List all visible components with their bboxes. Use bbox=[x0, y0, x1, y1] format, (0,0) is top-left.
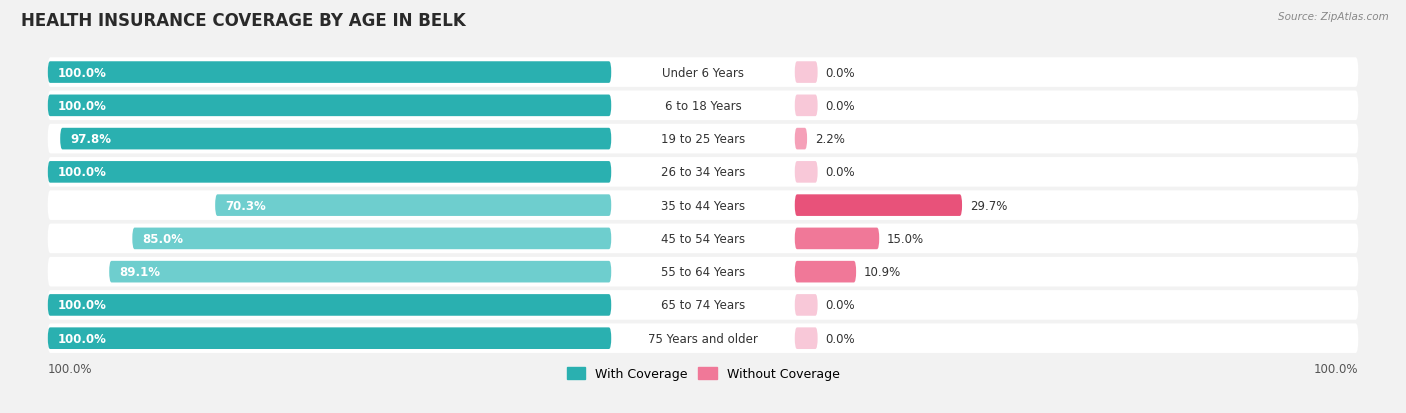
Text: 19 to 25 Years: 19 to 25 Years bbox=[661, 133, 745, 146]
Text: 10.9%: 10.9% bbox=[865, 266, 901, 278]
Text: 2.2%: 2.2% bbox=[815, 133, 845, 146]
FancyBboxPatch shape bbox=[794, 62, 818, 84]
Text: 0.0%: 0.0% bbox=[825, 299, 855, 312]
Text: 100.0%: 100.0% bbox=[48, 362, 93, 375]
Legend: With Coverage, Without Coverage: With Coverage, Without Coverage bbox=[561, 363, 845, 385]
Text: 35 to 44 Years: 35 to 44 Years bbox=[661, 199, 745, 212]
FancyBboxPatch shape bbox=[215, 195, 612, 216]
FancyBboxPatch shape bbox=[110, 261, 612, 283]
FancyBboxPatch shape bbox=[48, 324, 1358, 353]
FancyBboxPatch shape bbox=[48, 62, 612, 84]
Text: 29.7%: 29.7% bbox=[970, 199, 1007, 212]
FancyBboxPatch shape bbox=[48, 158, 1358, 187]
Text: 0.0%: 0.0% bbox=[825, 166, 855, 179]
FancyBboxPatch shape bbox=[48, 91, 1358, 121]
Text: 65 to 74 Years: 65 to 74 Years bbox=[661, 299, 745, 312]
FancyBboxPatch shape bbox=[48, 328, 612, 349]
Text: 0.0%: 0.0% bbox=[825, 100, 855, 113]
FancyBboxPatch shape bbox=[794, 294, 818, 316]
FancyBboxPatch shape bbox=[48, 224, 1358, 254]
FancyBboxPatch shape bbox=[48, 161, 612, 183]
Text: Under 6 Years: Under 6 Years bbox=[662, 66, 744, 79]
FancyBboxPatch shape bbox=[60, 128, 612, 150]
Text: 100.0%: 100.0% bbox=[58, 299, 107, 312]
Text: 45 to 54 Years: 45 to 54 Years bbox=[661, 233, 745, 245]
FancyBboxPatch shape bbox=[48, 257, 1358, 287]
Text: 26 to 34 Years: 26 to 34 Years bbox=[661, 166, 745, 179]
Text: 70.3%: 70.3% bbox=[225, 199, 266, 212]
FancyBboxPatch shape bbox=[794, 328, 818, 349]
Text: 97.8%: 97.8% bbox=[70, 133, 111, 146]
Text: Source: ZipAtlas.com: Source: ZipAtlas.com bbox=[1278, 12, 1389, 22]
Text: 0.0%: 0.0% bbox=[825, 332, 855, 345]
FancyBboxPatch shape bbox=[48, 124, 1358, 154]
FancyBboxPatch shape bbox=[794, 161, 818, 183]
FancyBboxPatch shape bbox=[48, 294, 612, 316]
Text: 55 to 64 Years: 55 to 64 Years bbox=[661, 266, 745, 278]
Text: 100.0%: 100.0% bbox=[58, 66, 107, 79]
Text: 100.0%: 100.0% bbox=[1313, 362, 1358, 375]
Text: 15.0%: 15.0% bbox=[887, 233, 924, 245]
Text: 100.0%: 100.0% bbox=[58, 332, 107, 345]
Text: 85.0%: 85.0% bbox=[142, 233, 183, 245]
FancyBboxPatch shape bbox=[48, 58, 1358, 88]
FancyBboxPatch shape bbox=[794, 195, 962, 216]
Text: 89.1%: 89.1% bbox=[120, 266, 160, 278]
FancyBboxPatch shape bbox=[48, 290, 1358, 320]
Text: 6 to 18 Years: 6 to 18 Years bbox=[665, 100, 741, 113]
Text: 100.0%: 100.0% bbox=[58, 100, 107, 113]
FancyBboxPatch shape bbox=[794, 228, 879, 249]
Text: 75 Years and older: 75 Years and older bbox=[648, 332, 758, 345]
Text: 0.0%: 0.0% bbox=[825, 66, 855, 79]
FancyBboxPatch shape bbox=[794, 95, 818, 117]
FancyBboxPatch shape bbox=[48, 191, 1358, 221]
FancyBboxPatch shape bbox=[132, 228, 612, 249]
FancyBboxPatch shape bbox=[794, 128, 807, 150]
FancyBboxPatch shape bbox=[794, 261, 856, 283]
Text: 100.0%: 100.0% bbox=[58, 166, 107, 179]
Text: HEALTH INSURANCE COVERAGE BY AGE IN BELK: HEALTH INSURANCE COVERAGE BY AGE IN BELK bbox=[21, 12, 465, 30]
FancyBboxPatch shape bbox=[48, 95, 612, 117]
